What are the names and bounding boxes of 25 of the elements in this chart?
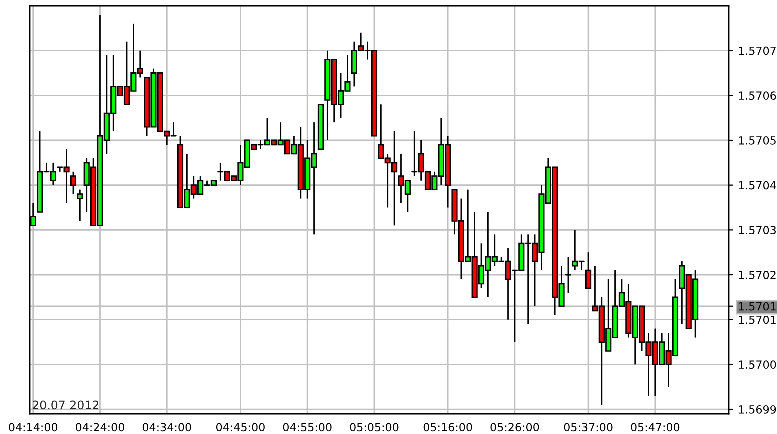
y-tick-label: 1.5701: [739, 302, 776, 311]
annotation: 20.07 2012: [32, 400, 99, 410]
x-tick-label: 04:14:00: [9, 423, 58, 432]
candlestick: [77, 189, 84, 222]
candlestick: [585, 252, 592, 290]
y-tick-label: 1.5704: [739, 181, 776, 190]
x-tick-label: 05:05:00: [350, 423, 399, 432]
x-tick-label: 04:24:00: [76, 423, 124, 432]
x-tick-label: 05:16:00: [424, 423, 472, 432]
y-tick-label: 1.5702: [739, 270, 776, 280]
x-tick-label: 05:47:00: [631, 423, 680, 432]
x-tick-label: 04:45:00: [216, 423, 265, 432]
y-tick-label: 1.5703: [739, 226, 776, 235]
candlestick: [70, 171, 77, 196]
x-tick-label: 04:55:00: [283, 423, 332, 432]
y-tick-label: 1.5699: [739, 405, 776, 414]
y-tick-label: 1.5700: [739, 360, 776, 370]
y-tick-label: 1.5705: [739, 136, 776, 145]
y-tick-label: 1.5701: [739, 316, 776, 324]
x-tick-label: 05:37:00: [564, 423, 613, 432]
y-tick-label: 1.5707: [739, 46, 776, 56]
y-tick-label: 1.5706: [739, 92, 776, 100]
candlestick: [565, 256, 572, 294]
x-tick-label: 05:26:00: [490, 423, 540, 432]
x-tick-label: 04:34:00: [142, 423, 192, 432]
